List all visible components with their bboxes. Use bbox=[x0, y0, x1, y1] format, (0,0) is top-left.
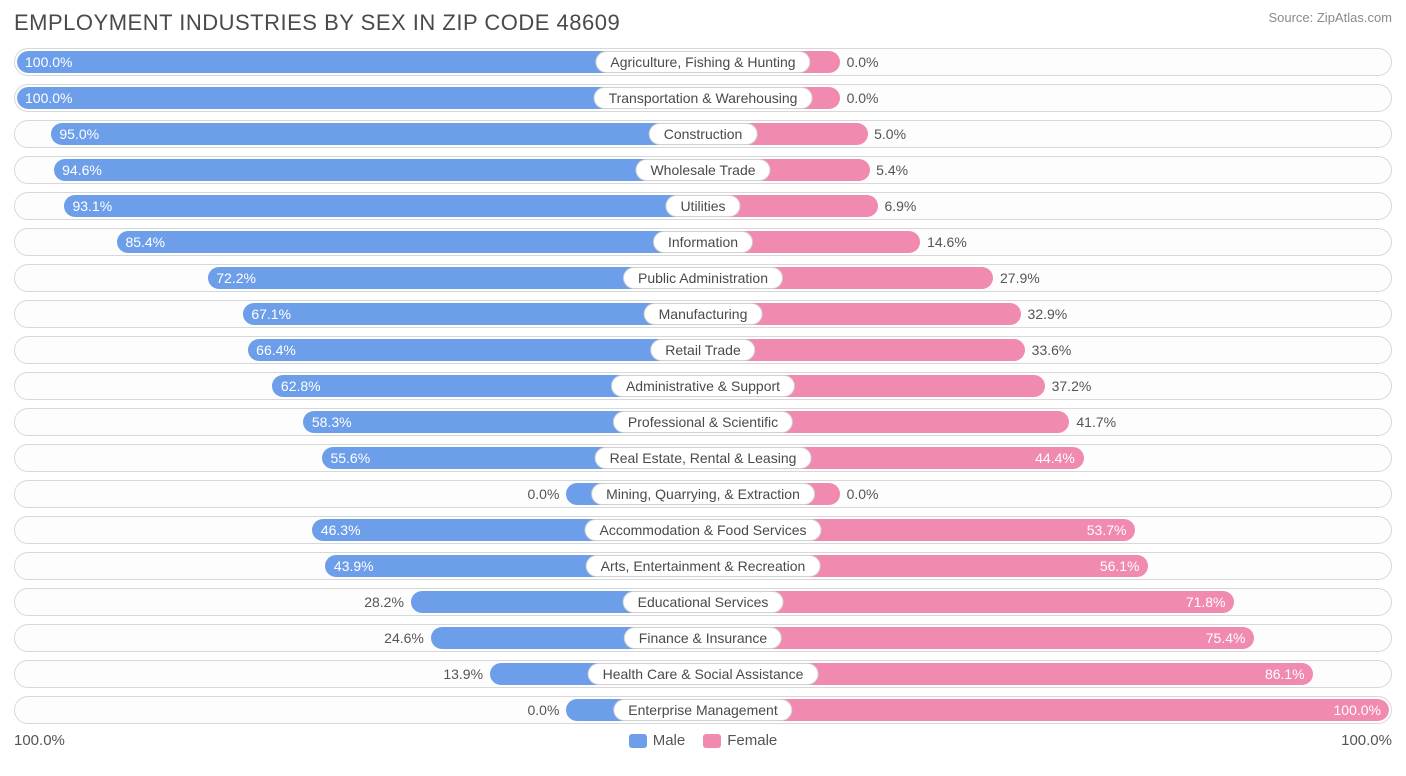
category-label: Enterprise Management bbox=[613, 699, 792, 721]
category-label: Professional & Scientific bbox=[613, 411, 793, 433]
bar-row: 0.0% 0.0% Mining, Quarrying, & Extraction bbox=[14, 480, 1392, 508]
female-pct: 6.9% bbox=[884, 198, 916, 214]
female-pct: 44.4% bbox=[1035, 450, 1075, 466]
male-pct: 66.4% bbox=[256, 342, 296, 358]
female-pct: 5.0% bbox=[874, 126, 906, 142]
chart-title: EMPLOYMENT INDUSTRIES BY SEX IN ZIP CODE… bbox=[14, 10, 620, 36]
category-label: Manufacturing bbox=[644, 303, 763, 325]
male-bar bbox=[64, 195, 703, 217]
female-pct: 33.6% bbox=[1032, 342, 1072, 358]
bar-row: 85.4% 14.6% Information bbox=[14, 228, 1392, 256]
category-label: Administrative & Support bbox=[611, 375, 795, 397]
male-pct: 94.6% bbox=[62, 162, 102, 178]
category-label: Mining, Quarrying, & Extraction bbox=[591, 483, 815, 505]
female-pct: 75.4% bbox=[1206, 630, 1246, 646]
female-bar bbox=[703, 627, 1254, 649]
female-pct: 56.1% bbox=[1100, 558, 1140, 574]
legend-female: Female bbox=[703, 732, 777, 749]
diverging-bar-chart: 100.0% 0.0% Agriculture, Fishing & Hunting… bbox=[14, 48, 1392, 724]
category-label: Educational Services bbox=[623, 591, 784, 613]
male-pct: 55.6% bbox=[330, 450, 370, 466]
male-bar bbox=[243, 303, 703, 325]
category-label: Real Estate, Rental & Leasing bbox=[595, 447, 812, 469]
category-label: Construction bbox=[649, 123, 758, 145]
axis-right-max: 100.0% bbox=[1341, 732, 1392, 749]
male-pct: 67.1% bbox=[251, 306, 291, 322]
male-pct: 72.2% bbox=[216, 270, 256, 286]
male-pct: 85.4% bbox=[125, 234, 165, 250]
category-label: Accommodation & Food Services bbox=[585, 519, 822, 541]
female-pct: 14.6% bbox=[927, 234, 967, 250]
category-label: Public Administration bbox=[623, 267, 783, 289]
female-pct: 37.2% bbox=[1052, 378, 1092, 394]
bar-row: 55.6% 44.4% Real Estate, Rental & Leasing bbox=[14, 444, 1392, 472]
male-pct: 95.0% bbox=[59, 126, 99, 142]
bar-row: 28.2% 71.8% Educational Services bbox=[14, 588, 1392, 616]
category-label: Agriculture, Fishing & Hunting bbox=[595, 51, 810, 73]
male-bar bbox=[51, 123, 703, 145]
male-pct: 43.9% bbox=[334, 558, 374, 574]
male-bar bbox=[248, 339, 704, 361]
female-pct: 0.0% bbox=[847, 90, 879, 106]
bar-row: 93.1% 6.9% Utilities bbox=[14, 192, 1392, 220]
bar-row: 46.3% 53.7% Accommodation & Food Services bbox=[14, 516, 1392, 544]
male-pct: 24.6% bbox=[384, 630, 424, 646]
male-pct: 46.3% bbox=[321, 522, 361, 538]
legend: Male Female bbox=[629, 732, 778, 749]
female-pct: 100.0% bbox=[1334, 702, 1381, 718]
bar-row: 58.3% 41.7% Professional & Scientific bbox=[14, 408, 1392, 436]
bar-row: 100.0% 0.0% Transportation & Warehousing bbox=[14, 84, 1392, 112]
category-label: Utilities bbox=[665, 195, 740, 217]
female-pct: 41.7% bbox=[1076, 414, 1116, 430]
female-pct: 5.4% bbox=[876, 162, 908, 178]
chart-footer: 100.0% Male Female 100.0% bbox=[14, 732, 1392, 749]
female-pct: 0.0% bbox=[847, 54, 879, 70]
legend-male-label: Male bbox=[653, 732, 686, 749]
male-pct: 100.0% bbox=[25, 90, 72, 106]
bar-row: 95.0% 5.0% Construction bbox=[14, 120, 1392, 148]
bar-row: 62.8% 37.2% Administrative & Support bbox=[14, 372, 1392, 400]
female-pct: 53.7% bbox=[1087, 522, 1127, 538]
male-bar bbox=[117, 231, 703, 253]
bar-row: 13.9% 86.1% Health Care & Social Assistanc… bbox=[14, 660, 1392, 688]
male-pct: 13.9% bbox=[443, 666, 483, 682]
source-attribution: Source: ZipAtlas.com bbox=[1268, 10, 1392, 25]
male-pct: 28.2% bbox=[364, 594, 404, 610]
category-label: Transportation & Warehousing bbox=[594, 87, 813, 109]
bar-row: 43.9% 56.1% Arts, Entertainment & Recreati… bbox=[14, 552, 1392, 580]
female-pct: 71.8% bbox=[1186, 594, 1226, 610]
bar-row: 72.2% 27.9% Public Administration bbox=[14, 264, 1392, 292]
legend-male: Male bbox=[629, 732, 686, 749]
male-swatch bbox=[629, 734, 647, 748]
category-label: Finance & Insurance bbox=[624, 627, 782, 649]
category-label: Retail Trade bbox=[650, 339, 755, 361]
male-pct: 62.8% bbox=[281, 378, 321, 394]
category-label: Health Care & Social Assistance bbox=[588, 663, 819, 685]
bar-row: 66.4% 33.6% Retail Trade bbox=[14, 336, 1392, 364]
male-bar bbox=[54, 159, 703, 181]
category-label: Information bbox=[653, 231, 753, 253]
male-pct: 58.3% bbox=[312, 414, 352, 430]
bar-row: 24.6% 75.4% Finance & Insurance bbox=[14, 624, 1392, 652]
female-swatch bbox=[703, 734, 721, 748]
female-bar bbox=[703, 699, 1389, 721]
bar-row: 67.1% 32.9% Manufacturing bbox=[14, 300, 1392, 328]
bar-row: 0.0% 100.0% Enterprise Management bbox=[14, 696, 1392, 724]
male-pct: 0.0% bbox=[527, 702, 559, 718]
bar-row: 100.0% 0.0% Agriculture, Fishing & Hunting bbox=[14, 48, 1392, 76]
male-pct: 0.0% bbox=[527, 486, 559, 502]
category-label: Arts, Entertainment & Recreation bbox=[586, 555, 821, 577]
female-pct: 0.0% bbox=[847, 486, 879, 502]
male-pct: 100.0% bbox=[25, 54, 72, 70]
male-pct: 93.1% bbox=[72, 198, 112, 214]
female-pct: 86.1% bbox=[1265, 666, 1305, 682]
legend-female-label: Female bbox=[727, 732, 777, 749]
axis-left-max: 100.0% bbox=[14, 732, 65, 749]
category-label: Wholesale Trade bbox=[635, 159, 770, 181]
female-pct: 27.9% bbox=[1000, 270, 1040, 286]
bar-row: 94.6% 5.4% Wholesale Trade bbox=[14, 156, 1392, 184]
female-pct: 32.9% bbox=[1028, 306, 1068, 322]
